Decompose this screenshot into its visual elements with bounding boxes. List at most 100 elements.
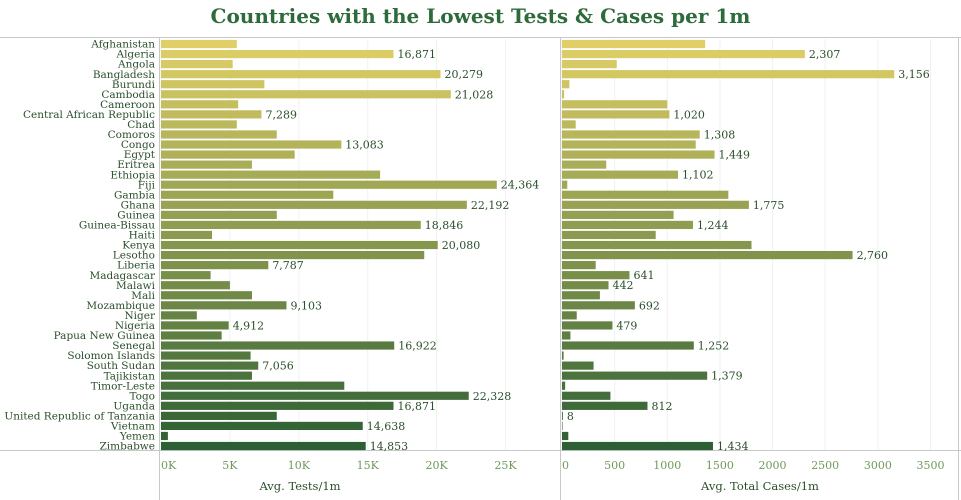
cases-bar[interactable] [562,49,805,59]
tests-bar[interactable] [161,140,342,149]
tests-bar[interactable] [161,210,277,219]
tests-bar[interactable] [161,120,237,129]
cases-bar[interactable] [562,301,635,310]
cases-bar[interactable] [562,331,571,340]
cases-bar[interactable] [562,281,609,290]
cases-bar[interactable] [562,140,696,149]
cases-bar[interactable] [562,90,565,99]
cases-bar[interactable] [562,250,853,260]
cases-data-label: 2,760 [857,249,889,262]
tests-bar[interactable] [161,220,421,230]
cases-bar[interactable] [562,190,729,199]
tests-bar[interactable] [161,341,395,350]
cases-bar[interactable] [562,341,694,350]
tests-bar[interactable] [161,441,366,451]
tests-bar[interactable] [161,281,230,290]
tests-bar[interactable] [161,49,394,59]
tests-data-label: 16,922 [398,340,437,353]
tests-bar[interactable] [161,331,222,340]
cases-bar[interactable] [562,180,568,189]
cases-bar[interactable] [562,261,596,270]
tests-bar[interactable] [161,190,334,199]
country-label: Ghana [121,199,155,211]
cases-bar[interactable] [562,230,656,240]
cases-data-label: 1,449 [719,149,751,162]
country-label: Congo [121,139,155,151]
cases-bar[interactable] [562,70,895,79]
cases-bar[interactable] [562,200,749,209]
tests-bar[interactable] [161,311,197,320]
cases-bar[interactable] [562,120,576,129]
tests-bar[interactable] [161,70,441,79]
cases-bar[interactable] [562,421,563,431]
cases-bar[interactable] [562,351,564,360]
cases-bar[interactable] [562,150,715,159]
cases-bar[interactable] [562,291,600,300]
cases-bar[interactable] [562,110,670,119]
cases-bar[interactable] [562,361,594,370]
tests-bar[interactable] [161,421,363,431]
cases-bar[interactable] [562,100,668,109]
cases-bar[interactable] [562,210,674,219]
cases-bar[interactable] [562,371,708,380]
cases-bar[interactable] [562,220,693,230]
tests-bar[interactable] [161,90,451,99]
tests-bar[interactable] [161,391,469,400]
cases-bar[interactable] [562,321,613,330]
tests-bar[interactable] [161,130,277,139]
tests-data-label: 18,846 [425,219,464,232]
tests-bar[interactable] [161,401,394,410]
tests-bar[interactable] [161,110,262,119]
tests-bar[interactable] [161,411,277,420]
cases-bar[interactable] [562,60,617,69]
tests-bar[interactable] [161,60,233,69]
tests-data-label: 13,083 [345,139,384,152]
tests-bar[interactable] [161,200,467,209]
cases-tick-label: 3500 [916,459,944,472]
cases-bar[interactable] [562,431,569,441]
cases-bar[interactable] [562,411,563,420]
tests-bar[interactable] [161,371,252,380]
cases-tick-label: 1000 [653,459,681,472]
cases-bar[interactable] [562,160,607,169]
cases-bar[interactable] [562,311,577,320]
country-label: Afghanistan [90,39,155,51]
tests-bar[interactable] [161,381,345,390]
cases-bar[interactable] [562,240,752,250]
country-label: Algeria [115,49,155,61]
tests-bar[interactable] [161,80,265,89]
tests-bar[interactable] [161,250,425,260]
cases-bar[interactable] [562,381,566,390]
country-label: Yemen [119,431,155,443]
cases-bar[interactable] [562,170,679,179]
cases-bar[interactable] [562,391,611,400]
cases-bar[interactable] [562,271,630,280]
cases-bar[interactable] [562,80,570,89]
tests-bar[interactable] [161,321,229,330]
country-labels: AfghanistanAlgeriaAngolaBangladeshBurund… [4,39,156,453]
tests-bar[interactable] [161,431,168,441]
cases-bars [562,39,895,451]
tests-bar[interactable] [161,170,381,179]
cases-bar[interactable] [562,401,648,410]
tests-bar[interactable] [161,301,287,310]
tests-bar[interactable] [161,160,252,169]
cases-bar[interactable] [562,39,706,49]
tests-axis-ticks: 0K 5K 10K 15K 20K 25K [161,459,517,472]
tests-bar[interactable] [161,291,252,300]
cases-bar[interactable] [562,441,713,451]
cases-tick-label: 0 [562,459,569,472]
tests-bar[interactable] [161,271,211,280]
tests-bar[interactable] [161,230,212,240]
cases-data-label: 442 [613,279,634,292]
tests-bar[interactable] [161,361,259,370]
tests-bar[interactable] [161,180,497,189]
tests-bar[interactable] [161,39,237,49]
cases-bar[interactable] [562,130,700,139]
tests-bar[interactable] [161,100,239,109]
tests-bar[interactable] [161,240,438,250]
tests-data-label: 7,787 [272,259,304,272]
tests-bar[interactable] [161,150,295,159]
tests-bar[interactable] [161,261,269,270]
tests-bar[interactable] [161,351,251,360]
